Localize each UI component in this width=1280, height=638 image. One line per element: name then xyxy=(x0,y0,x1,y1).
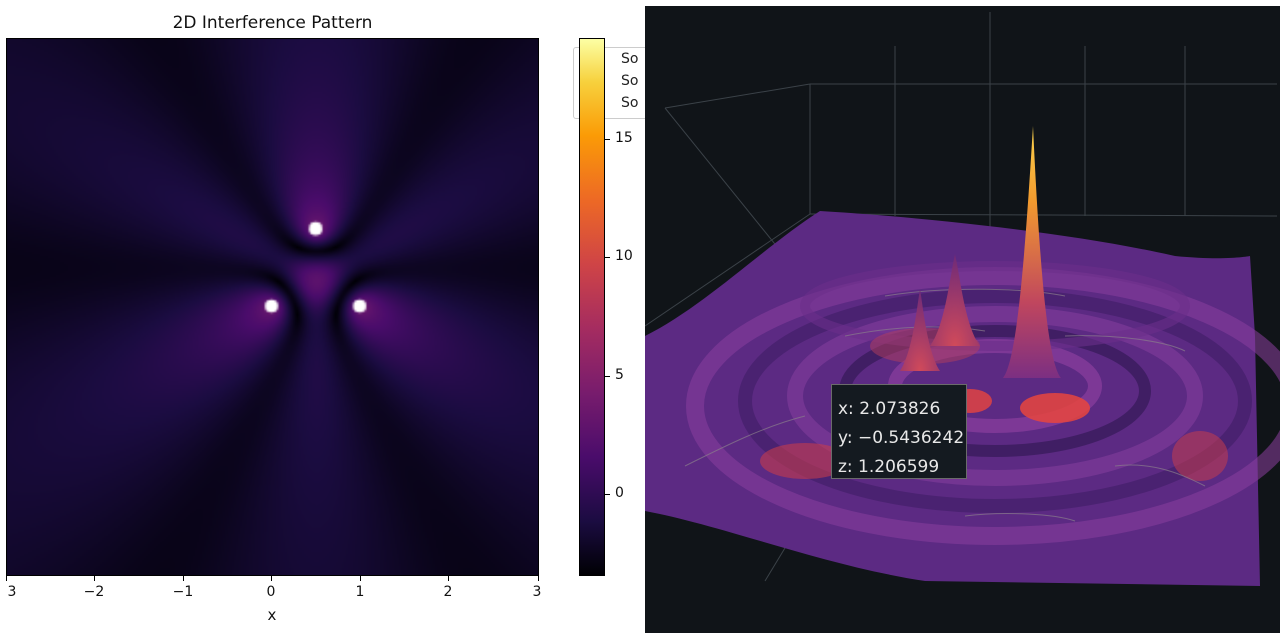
x-tick-label: 0 xyxy=(266,584,276,600)
x-tick-mark xyxy=(538,576,539,581)
colorbar-tick-label: 15 xyxy=(615,130,633,146)
x-tick-label: −2 xyxy=(83,584,105,600)
x-tick-label: 3 xyxy=(532,584,542,600)
surface-peak-left xyxy=(900,289,940,371)
colorbar-tick-label: 10 xyxy=(615,248,633,264)
colorbar xyxy=(579,38,605,576)
tooltip-y: y: −0.5436242 xyxy=(838,428,965,448)
tooltip-x: x: 2.073826 xyxy=(838,399,941,419)
tooltip-z: z: 1.206599 xyxy=(838,457,940,477)
colorbar-tick xyxy=(605,139,610,140)
x-tick-label: 1 xyxy=(355,584,365,600)
legend-entry: So xyxy=(621,73,639,89)
x-tick-mark xyxy=(360,576,361,581)
heatmap-canvas xyxy=(7,39,538,575)
colorbar-tick xyxy=(605,376,610,377)
hover-tooltip: x: 2.073826 y: −0.5436242 z: 1.206599 xyxy=(831,384,967,479)
x-tick-mark xyxy=(183,576,184,581)
colorbar-tick xyxy=(605,257,610,258)
heatmap-title: 2D Interference Pattern xyxy=(172,13,373,33)
surface-plot[interactable] xyxy=(645,6,1280,633)
surface-peak-middle xyxy=(930,254,980,346)
surface-peak-spike xyxy=(1003,126,1061,378)
x-tick-mark xyxy=(271,576,272,581)
colorbar-tick xyxy=(605,494,610,495)
legend-entry: So xyxy=(621,51,639,67)
interference-heatmap xyxy=(6,38,539,576)
x-tick-mark xyxy=(94,576,95,581)
x-tick-label: 3 xyxy=(7,584,17,600)
x-axis-label: x xyxy=(267,606,277,624)
colorbar-tick-label: 0 xyxy=(615,485,624,501)
x-tick-mark xyxy=(6,576,7,581)
legend-entry: So xyxy=(621,95,639,111)
x-tick-label: 2 xyxy=(443,584,453,600)
surface-3d-panel[interactable]: x: 2.073826 y: −0.5436242 z: 1.206599 xyxy=(645,6,1280,633)
x-tick-mark xyxy=(448,576,449,581)
heatmap-panel: 2D Interference Pattern 3 −2 −1 0 1 2 3 … xyxy=(6,13,655,624)
x-tick-label: −1 xyxy=(172,584,194,600)
colorbar-tick-label: 5 xyxy=(615,367,624,383)
surface-ripples xyxy=(686,261,1280,545)
